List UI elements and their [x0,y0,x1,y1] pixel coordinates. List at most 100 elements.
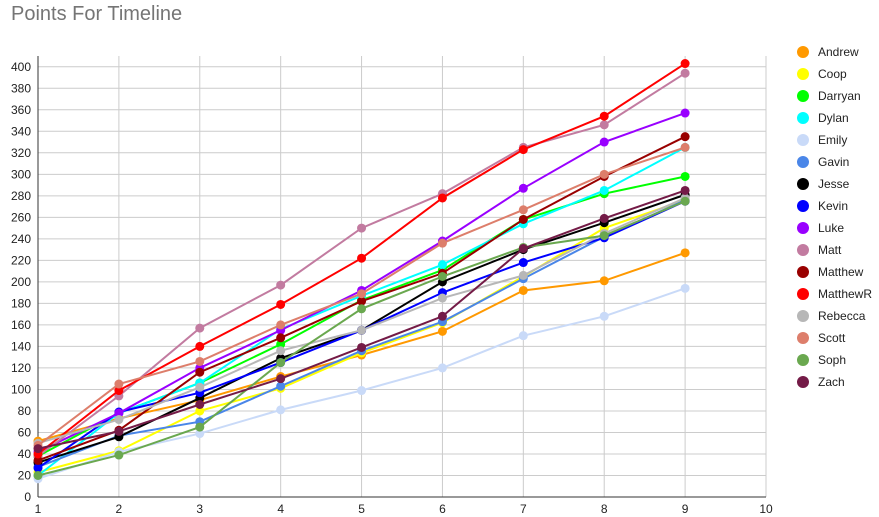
data-point-soph [437,272,447,281]
data-point-matthew [195,367,205,377]
y-tick-label: 240 [11,232,31,246]
legend-item-matt: Matt [797,239,872,261]
data-point-matthew [680,132,690,142]
data-point-matt [357,223,367,233]
x-tick-label: 5 [358,502,365,516]
data-point-andrew [518,285,528,295]
legend-item-zach: Zach [797,371,872,393]
data-point-emily [276,405,286,415]
legend-swatch [797,244,809,256]
data-point-scott [357,289,367,299]
data-point-zach [437,311,447,321]
data-point-matthewr [437,193,447,203]
data-point-zach [599,213,609,223]
legend-label: Kevin [818,199,849,213]
data-point-rebecca [357,325,367,335]
data-point-zach [195,399,205,409]
axes: 0 20 40 60 80 100 120 140 160 180 200 220 240 260 280 3… [11,56,773,516]
data-point-zach [357,342,367,352]
data-point-rebecca [437,293,447,303]
data-point-matthewr [114,386,124,396]
series-lines [33,59,690,484]
legend-label: Emily [818,133,848,147]
data-point-andrew [680,248,690,258]
data-point-matt [680,68,690,78]
legend-item-gavin: Gavin [797,151,872,173]
series-zach [33,185,690,454]
data-point-matt [276,280,286,290]
y-tick-label: 180 [11,296,31,310]
legend-item-rebecca: Rebecca [797,305,872,327]
y-tick-label: 40 [18,447,32,461]
chart-title: Points For Timeline [11,3,183,25]
x-tick-label: 6 [439,502,446,516]
y-tick-label: 100 [11,382,31,396]
data-point-matthewr [357,253,367,263]
y-tick-label: 200 [11,275,31,289]
x-tick-label: 4 [277,502,284,516]
y-tick-label: 280 [11,189,31,203]
data-point-dylan [437,260,447,270]
data-point-darryan [276,339,286,349]
data-point-soph [114,450,124,460]
y-tick-label: 220 [11,253,31,267]
legend-swatch [797,112,809,124]
data-point-kevin [33,463,43,473]
data-point-zach [680,185,690,195]
data-point-scott [276,320,286,330]
x-tick-label: 10 [759,502,773,516]
data-point-rebecca [276,346,286,356]
legend-label: Coop [818,67,847,81]
data-point-emily [680,283,690,293]
data-point-matt [195,323,205,333]
legend-label: Rebecca [818,309,866,323]
data-point-matthew [357,296,367,306]
x-tick-label: 8 [601,502,608,516]
series-soph [33,196,690,480]
x-tick-label: 2 [116,502,123,516]
y-tick-label: 320 [11,146,31,160]
data-point-matthewr [599,111,609,121]
data-point-scott [599,169,609,179]
legend-label: Scott [818,331,846,345]
data-point-emily [437,363,447,373]
data-point-luke [599,137,609,147]
legend-label: Zach [818,375,845,389]
y-tick-label: 160 [11,318,31,332]
x-tick-label: 7 [520,502,527,516]
legend-swatch [797,156,809,168]
data-point-matthew [276,333,286,343]
x-tick-label: 9 [682,502,689,516]
legend-item-matthew: Matthew [797,261,872,283]
legend-swatch [797,376,809,388]
data-point-rebecca [114,415,124,425]
data-point-matthewr [276,299,286,309]
legend-label: Gavin [818,155,850,169]
y-tick-label: 400 [11,60,31,74]
data-point-emily [518,331,528,341]
x-tick-label: 3 [196,502,203,516]
legend-swatch [797,68,809,80]
series-scott [33,142,690,450]
data-point-matthew [518,214,528,224]
legend-item-darryan: Darryan [797,85,872,107]
data-point-zach [518,244,528,254]
legend-swatch [797,90,809,102]
legend-label: Darryan [818,89,861,103]
legend-item-jesse: Jesse [797,173,872,195]
legend-item-andrew: Andrew [797,41,872,63]
legend-item-dylan: Dylan [797,107,872,129]
data-point-zach [33,444,43,454]
legend-swatch [797,200,809,212]
legend-item-soph: Soph [797,349,872,371]
data-point-zach [114,426,124,436]
x-tick-label: 1 [35,502,42,516]
data-point-scott [195,356,205,366]
data-point-matthew [33,455,43,465]
y-tick-label: 60 [18,425,32,439]
legend-swatch [797,288,809,300]
data-point-matthewr [680,59,690,69]
y-tick-label: 140 [11,339,31,353]
legend-label: Dylan [818,111,849,125]
legend: Andrew Coop Darryan Dylan Emily Gavin Jesse Kev… [797,41,872,393]
